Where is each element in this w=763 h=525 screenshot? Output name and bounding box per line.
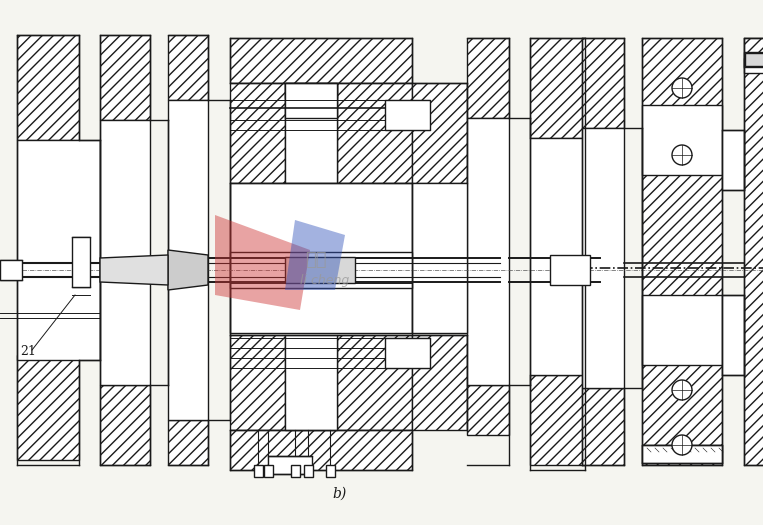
Bar <box>722 130 744 190</box>
Text: b): b) <box>333 487 347 501</box>
Bar <box>744 38 763 465</box>
Bar <box>17 140 100 360</box>
Bar <box>412 335 467 430</box>
Bar <box>744 38 763 68</box>
Polygon shape <box>100 255 168 285</box>
Bar <box>168 100 208 420</box>
Polygon shape <box>168 250 208 290</box>
Text: 21: 21 <box>20 345 36 358</box>
Bar <box>230 38 412 83</box>
Bar <box>744 52 763 67</box>
Bar <box>467 38 509 118</box>
Bar <box>326 465 335 477</box>
Bar <box>100 385 150 465</box>
Bar <box>268 456 312 474</box>
Bar <box>285 257 355 283</box>
Polygon shape <box>285 220 345 290</box>
Bar <box>412 83 467 183</box>
Bar <box>291 465 300 477</box>
Circle shape <box>672 435 692 455</box>
Polygon shape <box>215 215 310 310</box>
Bar <box>744 58 763 73</box>
Bar <box>0 260 22 280</box>
Bar <box>582 38 624 128</box>
Bar <box>642 105 722 175</box>
Bar <box>17 355 79 460</box>
Bar <box>722 295 744 375</box>
Bar <box>385 338 430 368</box>
Bar <box>642 445 722 463</box>
Text: 丽城: 丽城 <box>305 251 327 269</box>
Bar <box>285 83 337 118</box>
Bar <box>17 35 79 140</box>
Bar <box>745 53 763 66</box>
Bar <box>467 118 509 385</box>
Bar <box>530 375 585 465</box>
Bar <box>168 420 208 465</box>
Bar <box>168 35 208 100</box>
Bar <box>337 335 412 430</box>
Circle shape <box>672 78 692 98</box>
Bar <box>100 120 150 385</box>
Bar <box>642 295 722 365</box>
Circle shape <box>672 380 692 400</box>
Bar <box>254 465 263 477</box>
Bar <box>230 252 412 288</box>
Bar <box>467 385 509 435</box>
Bar <box>230 430 412 470</box>
Bar <box>582 128 624 388</box>
Bar <box>230 83 285 183</box>
Bar <box>582 388 624 465</box>
Bar <box>642 445 722 463</box>
Bar <box>385 100 430 130</box>
Bar <box>304 465 313 477</box>
Bar <box>285 83 337 98</box>
Bar <box>550 255 590 285</box>
Circle shape <box>672 145 692 165</box>
Bar <box>264 465 273 477</box>
Bar <box>285 335 337 430</box>
Bar <box>72 237 90 287</box>
Bar <box>230 183 412 333</box>
Bar <box>530 38 585 138</box>
Bar <box>285 83 337 183</box>
Text: li cheng: li cheng <box>300 274 349 287</box>
Bar <box>530 138 585 375</box>
Bar <box>337 83 412 183</box>
Bar <box>642 38 722 465</box>
Bar <box>230 335 285 430</box>
Bar <box>100 35 150 120</box>
Bar <box>412 183 467 333</box>
